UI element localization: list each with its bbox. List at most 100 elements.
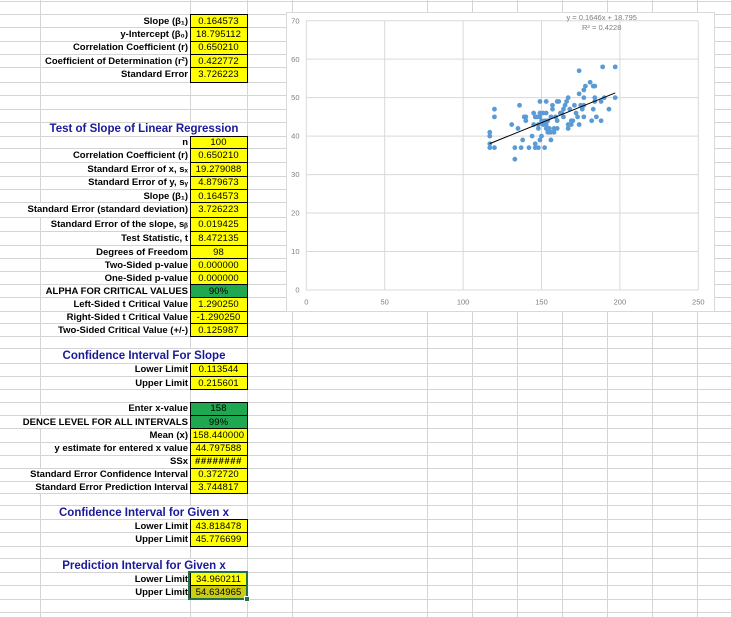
value-cell[interactable]: 18.795112 (189, 27, 248, 42)
data-point[interactable] (561, 106, 566, 112)
data-point[interactable] (600, 64, 606, 70)
value-cell[interactable]: 0.125987 (189, 323, 248, 337)
value-cell[interactable]: 0.215601 (189, 376, 248, 391)
data-point[interactable] (592, 95, 598, 101)
value-cell[interactable]: 44.797588 (189, 441, 248, 456)
data-point[interactable] (592, 83, 598, 89)
value-cell[interactable]: 3.726223 (189, 67, 248, 83)
value-cell[interactable]: 8.472135 (189, 230, 248, 246)
data-point[interactable] (546, 126, 552, 131)
data-point[interactable] (509, 122, 515, 127)
data-point[interactable] (512, 156, 518, 162)
data-point[interactable] (561, 114, 566, 120)
value-cell[interactable]: 0.164573 (189, 14, 248, 29)
data-point[interactable] (543, 110, 549, 116)
data-point[interactable] (562, 102, 568, 108)
value-cell[interactable]: 19.279088 (189, 161, 248, 177)
data-point[interactable] (535, 126, 541, 131)
selected-cell[interactable]: 54.634965 (189, 585, 248, 600)
data-point[interactable] (581, 95, 587, 101)
data-point[interactable] (529, 133, 535, 139)
value-cell[interactable]: 0.164573 (189, 189, 248, 204)
data-point[interactable] (543, 99, 549, 104)
data-point[interactable] (583, 83, 588, 89)
data-point[interactable] (537, 99, 543, 104)
trendline[interactable] (489, 92, 616, 145)
value-cell[interactable]: 0.000000 (189, 258, 248, 272)
fill-handle[interactable] (243, 595, 250, 602)
value-cell[interactable]: 43.818478 (189, 519, 248, 534)
data-point[interactable] (526, 145, 532, 151)
data-point[interactable] (487, 133, 493, 139)
confidence-level-input-cell[interactable]: 99% (189, 415, 248, 430)
data-point[interactable] (548, 129, 554, 135)
value-cell[interactable]: 3.726223 (189, 202, 248, 218)
data-point[interactable] (593, 114, 599, 120)
data-point[interactable] (515, 126, 521, 131)
data-point[interactable] (531, 110, 537, 116)
data-point[interactable] (550, 106, 555, 112)
data-point[interactable] (492, 145, 497, 151)
data-point[interactable] (568, 122, 574, 127)
data-point[interactable] (575, 114, 580, 120)
value-cell[interactable]: 0.650210 (189, 148, 248, 163)
value-cell[interactable]: 3.744817 (189, 480, 248, 495)
value-cell[interactable]: 100 (189, 135, 248, 150)
data-point[interactable] (573, 110, 579, 116)
value-cell[interactable]: 0.422772 (189, 54, 248, 69)
data-point[interactable] (518, 145, 524, 151)
data-point[interactable] (589, 118, 595, 124)
data-point[interactable] (537, 137, 543, 143)
data-point[interactable] (492, 114, 497, 120)
value-cell[interactable]: 0.372720 (189, 467, 248, 482)
data-point[interactable] (487, 145, 493, 151)
data-point[interactable] (606, 106, 612, 112)
value-cell[interactable]: ######## (189, 455, 248, 469)
data-point[interactable] (581, 87, 587, 93)
data-point[interactable] (492, 106, 497, 112)
data-point[interactable] (576, 122, 582, 127)
data-point[interactable] (540, 122, 546, 127)
data-point[interactable] (551, 126, 557, 131)
data-point[interactable] (565, 126, 571, 131)
data-point[interactable] (612, 64, 618, 70)
value-cell[interactable]: 0.000000 (189, 271, 248, 285)
data-point[interactable] (523, 118, 529, 124)
data-point[interactable] (542, 145, 548, 151)
data-point[interactable] (576, 91, 582, 97)
data-point[interactable] (554, 118, 560, 124)
data-point[interactable] (539, 133, 544, 139)
value-cell[interactable]: 98 (189, 245, 248, 260)
data-point[interactable] (576, 68, 582, 74)
data-point[interactable] (523, 114, 529, 120)
data-point[interactable] (534, 114, 540, 120)
data-point[interactable] (598, 118, 604, 124)
data-point[interactable] (570, 118, 576, 124)
active-cell[interactable]: 34.960211 (189, 572, 248, 586)
data-point[interactable] (520, 137, 526, 143)
data-point[interactable] (556, 99, 562, 104)
data-point[interactable] (548, 137, 554, 143)
value-cell[interactable]: 4.879673 (189, 175, 248, 190)
alpha-input-cell[interactable]: 90% (189, 284, 248, 299)
value-cell[interactable]: 1.290250 (189, 297, 248, 312)
data-point[interactable] (532, 141, 538, 147)
x-value-input-cell[interactable]: 158 (189, 401, 248, 416)
data-point[interactable] (487, 129, 493, 135)
data-point[interactable] (564, 99, 569, 104)
data-point[interactable] (550, 102, 555, 108)
value-cell[interactable]: 0.019425 (189, 216, 248, 232)
data-point[interactable] (612, 95, 618, 101)
value-cell[interactable]: 45.776699 (189, 532, 248, 547)
value-cell[interactable]: 0.650210 (189, 40, 248, 55)
data-point[interactable] (598, 99, 604, 104)
data-point[interactable] (581, 114, 587, 120)
data-point[interactable] (572, 102, 577, 108)
data-point[interactable] (535, 145, 541, 151)
data-point[interactable] (565, 95, 571, 101)
data-point[interactable] (590, 106, 596, 112)
data-point[interactable] (587, 79, 593, 85)
value-cell[interactable]: 0.113544 (189, 362, 248, 377)
value-cell[interactable]: 158.440000 (189, 428, 248, 443)
value-cell[interactable]: -1.290250 (189, 310, 248, 325)
